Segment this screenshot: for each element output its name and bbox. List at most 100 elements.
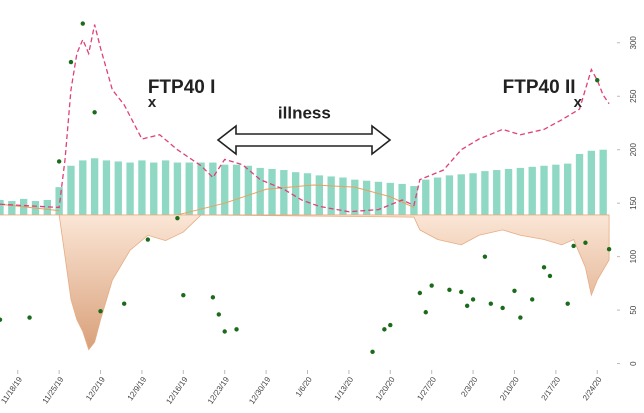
dot (459, 289, 464, 295)
y-tick-label: 200 (629, 142, 638, 156)
annotation: FTP40 II (503, 77, 576, 98)
bar (102, 160, 111, 215)
bar (43, 199, 51, 215)
bar (374, 181, 383, 215)
line (0, 24, 610, 213)
dot (222, 329, 227, 334)
bar (138, 160, 146, 215)
bar (575, 153, 584, 215)
dot (571, 243, 576, 249)
bar (90, 158, 99, 215)
dot (370, 349, 375, 355)
dot (210, 295, 216, 300)
dot (606, 246, 612, 252)
annotation: illness (278, 103, 331, 122)
dot (92, 110, 97, 115)
bar (433, 177, 442, 215)
bar (469, 173, 477, 215)
dot (488, 301, 494, 306)
annotation: FTP40 I (148, 77, 216, 98)
bar (481, 171, 489, 215)
dot (423, 310, 428, 315)
area (0, 214, 610, 351)
bar (351, 179, 359, 215)
dot (595, 78, 600, 83)
dot (470, 297, 476, 302)
bar (185, 162, 193, 215)
dot (175, 215, 180, 221)
bar (445, 175, 454, 215)
bar (8, 201, 16, 215)
dot (583, 240, 588, 245)
bar (221, 164, 229, 215)
dot (541, 265, 547, 270)
dot (27, 315, 32, 320)
bar (516, 167, 525, 215)
bar (209, 162, 217, 215)
x-tick-label: 1/13/20 (333, 375, 356, 402)
x-tick-label: 1/6/20 (294, 375, 314, 399)
x-tick-label: 2/17/20 (540, 375, 563, 402)
dot (80, 21, 85, 26)
bar (161, 160, 170, 215)
dot (98, 308, 103, 314)
dot (565, 301, 570, 306)
dot (417, 290, 423, 296)
bar (280, 170, 288, 215)
bar (362, 180, 371, 215)
bar (599, 149, 607, 215)
y-tick-label: 0 (629, 361, 638, 366)
x-tick-label: 11/18/19 (0, 375, 24, 406)
x-tick-label: 12/2/19 (84, 375, 107, 402)
bar (386, 182, 394, 215)
bar (268, 168, 276, 215)
dot (512, 288, 517, 294)
annotation: x (148, 94, 157, 111)
dot (181, 292, 186, 298)
bar (114, 161, 122, 215)
dot (429, 283, 434, 288)
bar (504, 168, 513, 215)
x-tick-label: 11/25/19 (41, 375, 66, 406)
dot (0, 317, 3, 322)
bar (564, 163, 572, 215)
bar (79, 160, 87, 215)
bar (528, 166, 536, 215)
bar (587, 150, 596, 215)
illness-arrow (216, 124, 392, 156)
dot (530, 297, 535, 302)
dot (234, 327, 239, 332)
dot (447, 287, 452, 292)
plot-area (0, 21, 612, 355)
bar (197, 162, 205, 215)
x-tick-label: 2/3/20 (459, 375, 479, 399)
y-tick-label: 150 (629, 196, 638, 210)
bar (410, 186, 418, 215)
bar (552, 164, 560, 215)
bar (457, 174, 465, 215)
x-tick-label: 12/23/19 (206, 375, 232, 406)
x-tick-label: 1/27/20 (415, 375, 438, 402)
bar (303, 173, 312, 215)
x-tick-label: 1/20/20 (374, 375, 397, 402)
y-tick-label: 100 (629, 249, 638, 263)
dot (56, 159, 62, 164)
annotation: x (574, 94, 583, 111)
dot (382, 327, 387, 332)
y-tick-label: 50 (629, 305, 638, 314)
x-tick-label: 12/30/19 (247, 375, 273, 406)
bar (173, 162, 182, 215)
x-tick-label: 12/9/19 (126, 375, 149, 402)
x-tick-label: 2/10/20 (498, 375, 521, 402)
dot (518, 315, 523, 320)
bar (126, 162, 134, 215)
dot (216, 312, 221, 317)
dot (388, 322, 393, 328)
dot (482, 254, 488, 259)
dot (464, 303, 470, 309)
bar (315, 175, 323, 215)
y-tick-label: 300 (629, 36, 638, 50)
x-tick-label: 2/24/20 (581, 375, 604, 402)
bar (232, 164, 241, 215)
